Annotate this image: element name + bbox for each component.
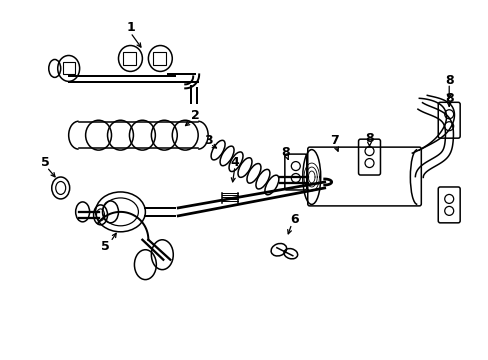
Text: 5: 5: [101, 240, 110, 253]
Text: 2: 2: [190, 109, 199, 122]
Bar: [153, 53, 166, 66]
Text: 8: 8: [281, 145, 289, 159]
Text: 8: 8: [365, 132, 373, 145]
Text: 1: 1: [126, 21, 135, 34]
Bar: [62, 62, 75, 75]
Text: 3: 3: [203, 134, 212, 147]
Text: 4: 4: [230, 156, 239, 168]
Text: 8: 8: [444, 74, 452, 87]
Bar: [123, 53, 136, 66]
Text: 8: 8: [444, 92, 452, 105]
Text: 5: 5: [41, 156, 50, 168]
Text: 7: 7: [329, 134, 338, 147]
Text: 6: 6: [290, 213, 299, 226]
